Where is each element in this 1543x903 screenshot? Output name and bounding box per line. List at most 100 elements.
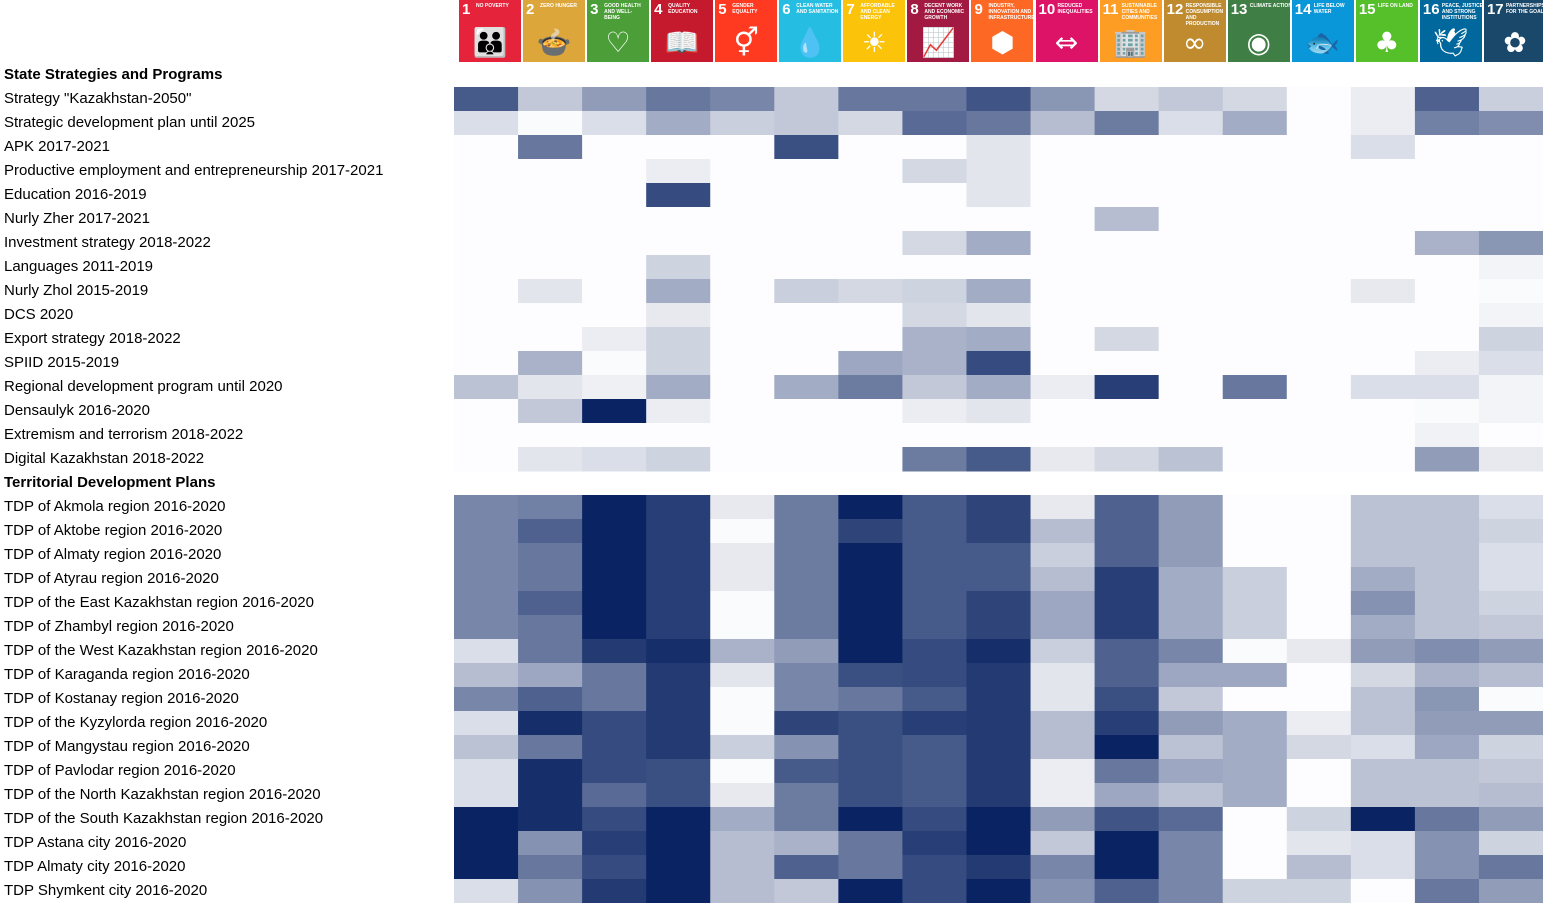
heatmap-cell bbox=[838, 207, 904, 232]
heatmap-cell bbox=[1158, 735, 1224, 760]
heatmap-cell bbox=[710, 231, 775, 256]
heatmap-cell bbox=[1222, 783, 1288, 808]
heatmap-cell bbox=[1286, 111, 1352, 136]
heatmap-cell bbox=[646, 375, 711, 400]
heatmap-cell bbox=[838, 135, 904, 160]
heatmap-cell bbox=[454, 399, 519, 424]
heatmap-cell bbox=[1094, 351, 1160, 376]
heatmap-cell bbox=[902, 615, 968, 640]
heatmap-cell bbox=[1094, 567, 1160, 592]
heatmap-cell bbox=[774, 783, 839, 808]
heatmap-cell bbox=[454, 447, 519, 472]
heatmap-cell bbox=[518, 759, 583, 784]
sdg-icon-bar: 1 No poverty 👪 2 Zero hunger 🍲 3 Good health an… bbox=[454, 0, 1543, 66]
heatmap-cell bbox=[454, 831, 519, 856]
heatmap-cell bbox=[646, 135, 711, 160]
heatmap-cell bbox=[1414, 543, 1480, 568]
heatmap-cell bbox=[1414, 279, 1480, 304]
heatmap-cell bbox=[582, 615, 647, 640]
row-label: DCS 2020 bbox=[4, 306, 74, 323]
heatmap-cell bbox=[1286, 447, 1352, 472]
heatmap-cell bbox=[1478, 327, 1543, 352]
sdg-10-icon: 10 Reduced inequalities ⇔ bbox=[1035, 0, 1098, 62]
heatmap-cell bbox=[774, 831, 839, 856]
heatmap-cell bbox=[774, 591, 839, 616]
heatmap-cell bbox=[1158, 783, 1224, 808]
heatmap-cell bbox=[1478, 663, 1543, 688]
heatmap-cell bbox=[710, 783, 775, 808]
heatmap-cell bbox=[1222, 303, 1288, 328]
heatmap-cell bbox=[1350, 375, 1416, 400]
heatmap-cell bbox=[966, 423, 1032, 448]
row-label: TDP of Pavlodar region 2016-2020 bbox=[4, 762, 236, 779]
heatmap-cell bbox=[1222, 687, 1288, 712]
section-heading-state: State Strategies and Programs bbox=[4, 66, 223, 83]
heatmap-cell bbox=[582, 111, 647, 136]
sdg-8-icon: 8 Decent work and economic growth 📈 bbox=[907, 0, 970, 62]
heatmap-cell bbox=[454, 783, 519, 808]
heatmap-cell bbox=[902, 879, 968, 903]
heatmap-cell bbox=[1414, 231, 1480, 256]
heatmap-cell bbox=[1414, 687, 1480, 712]
heatmap-cell bbox=[966, 87, 1032, 112]
heatmap-cell bbox=[1222, 327, 1288, 352]
sdg-title: Life on land bbox=[1377, 3, 1413, 9]
heatmap-cell bbox=[646, 111, 711, 136]
heatmap-cell bbox=[646, 519, 711, 544]
heatmap-cell bbox=[1286, 519, 1352, 544]
heatmap-cell bbox=[518, 423, 583, 448]
heatmap-cell bbox=[1414, 207, 1480, 232]
heatmap-cell bbox=[1030, 183, 1096, 208]
heatmap-cell bbox=[646, 687, 711, 712]
heatmap-cell bbox=[454, 615, 519, 640]
heatmap-cell bbox=[774, 231, 839, 256]
heatmap-cell bbox=[902, 639, 968, 664]
heatmap-cell bbox=[1350, 279, 1416, 304]
heatmap-cell bbox=[1030, 135, 1096, 160]
heatmap-cell bbox=[454, 759, 519, 784]
heatmap-cell bbox=[1030, 855, 1096, 880]
eye-globe-icon: ◉ bbox=[1246, 26, 1271, 59]
heatmap-cell bbox=[710, 567, 775, 592]
heatmap-cell bbox=[1478, 399, 1543, 424]
heatmap-cell bbox=[838, 231, 904, 256]
heatmap-cell bbox=[1222, 519, 1288, 544]
heatmap-cell bbox=[646, 159, 711, 184]
heatmap-cell bbox=[582, 591, 647, 616]
heatmap-cell bbox=[774, 639, 839, 664]
heatmap-cell bbox=[966, 831, 1032, 856]
equality-arrows-icon: ⇔ bbox=[1054, 26, 1079, 59]
heatmap-cell bbox=[710, 687, 775, 712]
heatmap-cell bbox=[902, 375, 968, 400]
heatmap-cell bbox=[1222, 663, 1288, 688]
heatmap-cell bbox=[902, 423, 968, 448]
heatmap-cell bbox=[710, 87, 775, 112]
heatmap-cell bbox=[1350, 687, 1416, 712]
heatmap-cell bbox=[1350, 135, 1416, 160]
heatmap-cell bbox=[582, 639, 647, 664]
heatmap-cell bbox=[1158, 159, 1224, 184]
heatmap-cell bbox=[902, 399, 968, 424]
heatmap-cell bbox=[1286, 783, 1352, 808]
heatmap-cell bbox=[454, 495, 519, 520]
heatmap-cell bbox=[774, 735, 839, 760]
heatmap-cell bbox=[838, 855, 904, 880]
heatmap-cell bbox=[518, 135, 583, 160]
heatmap-cell bbox=[966, 375, 1032, 400]
heatmap-cell bbox=[1222, 591, 1288, 616]
heatmap-cell bbox=[1158, 495, 1224, 520]
heatmap-cell bbox=[902, 591, 968, 616]
row-label: TDP of the Kyzylorda region 2016-2020 bbox=[4, 714, 268, 731]
heatmap-cell bbox=[582, 207, 647, 232]
heatmap-cell bbox=[902, 159, 968, 184]
heatmap-cell bbox=[1414, 783, 1480, 808]
heatmap-cell bbox=[1286, 663, 1352, 688]
heatmap-cell bbox=[1350, 855, 1416, 880]
heatmap-cell bbox=[710, 303, 775, 328]
heatmap-cell bbox=[774, 495, 839, 520]
heatmap-cell bbox=[646, 807, 711, 832]
heatmap-cell bbox=[1478, 303, 1543, 328]
heatmap-cell bbox=[966, 447, 1032, 472]
heatmap-cell bbox=[710, 351, 775, 376]
